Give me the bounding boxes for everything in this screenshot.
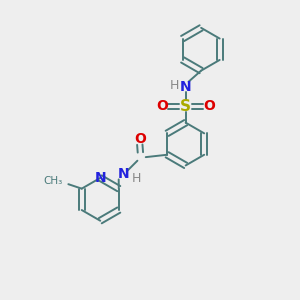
Text: O: O: [134, 132, 146, 146]
Text: O: O: [203, 99, 215, 113]
Text: N: N: [118, 167, 130, 181]
Text: S: S: [180, 99, 191, 114]
Text: O: O: [156, 99, 168, 113]
Text: N: N: [180, 80, 191, 94]
Text: H: H: [170, 79, 179, 92]
Text: H: H: [132, 172, 141, 185]
Text: N: N: [94, 171, 106, 185]
Text: CH₃: CH₃: [43, 176, 62, 186]
